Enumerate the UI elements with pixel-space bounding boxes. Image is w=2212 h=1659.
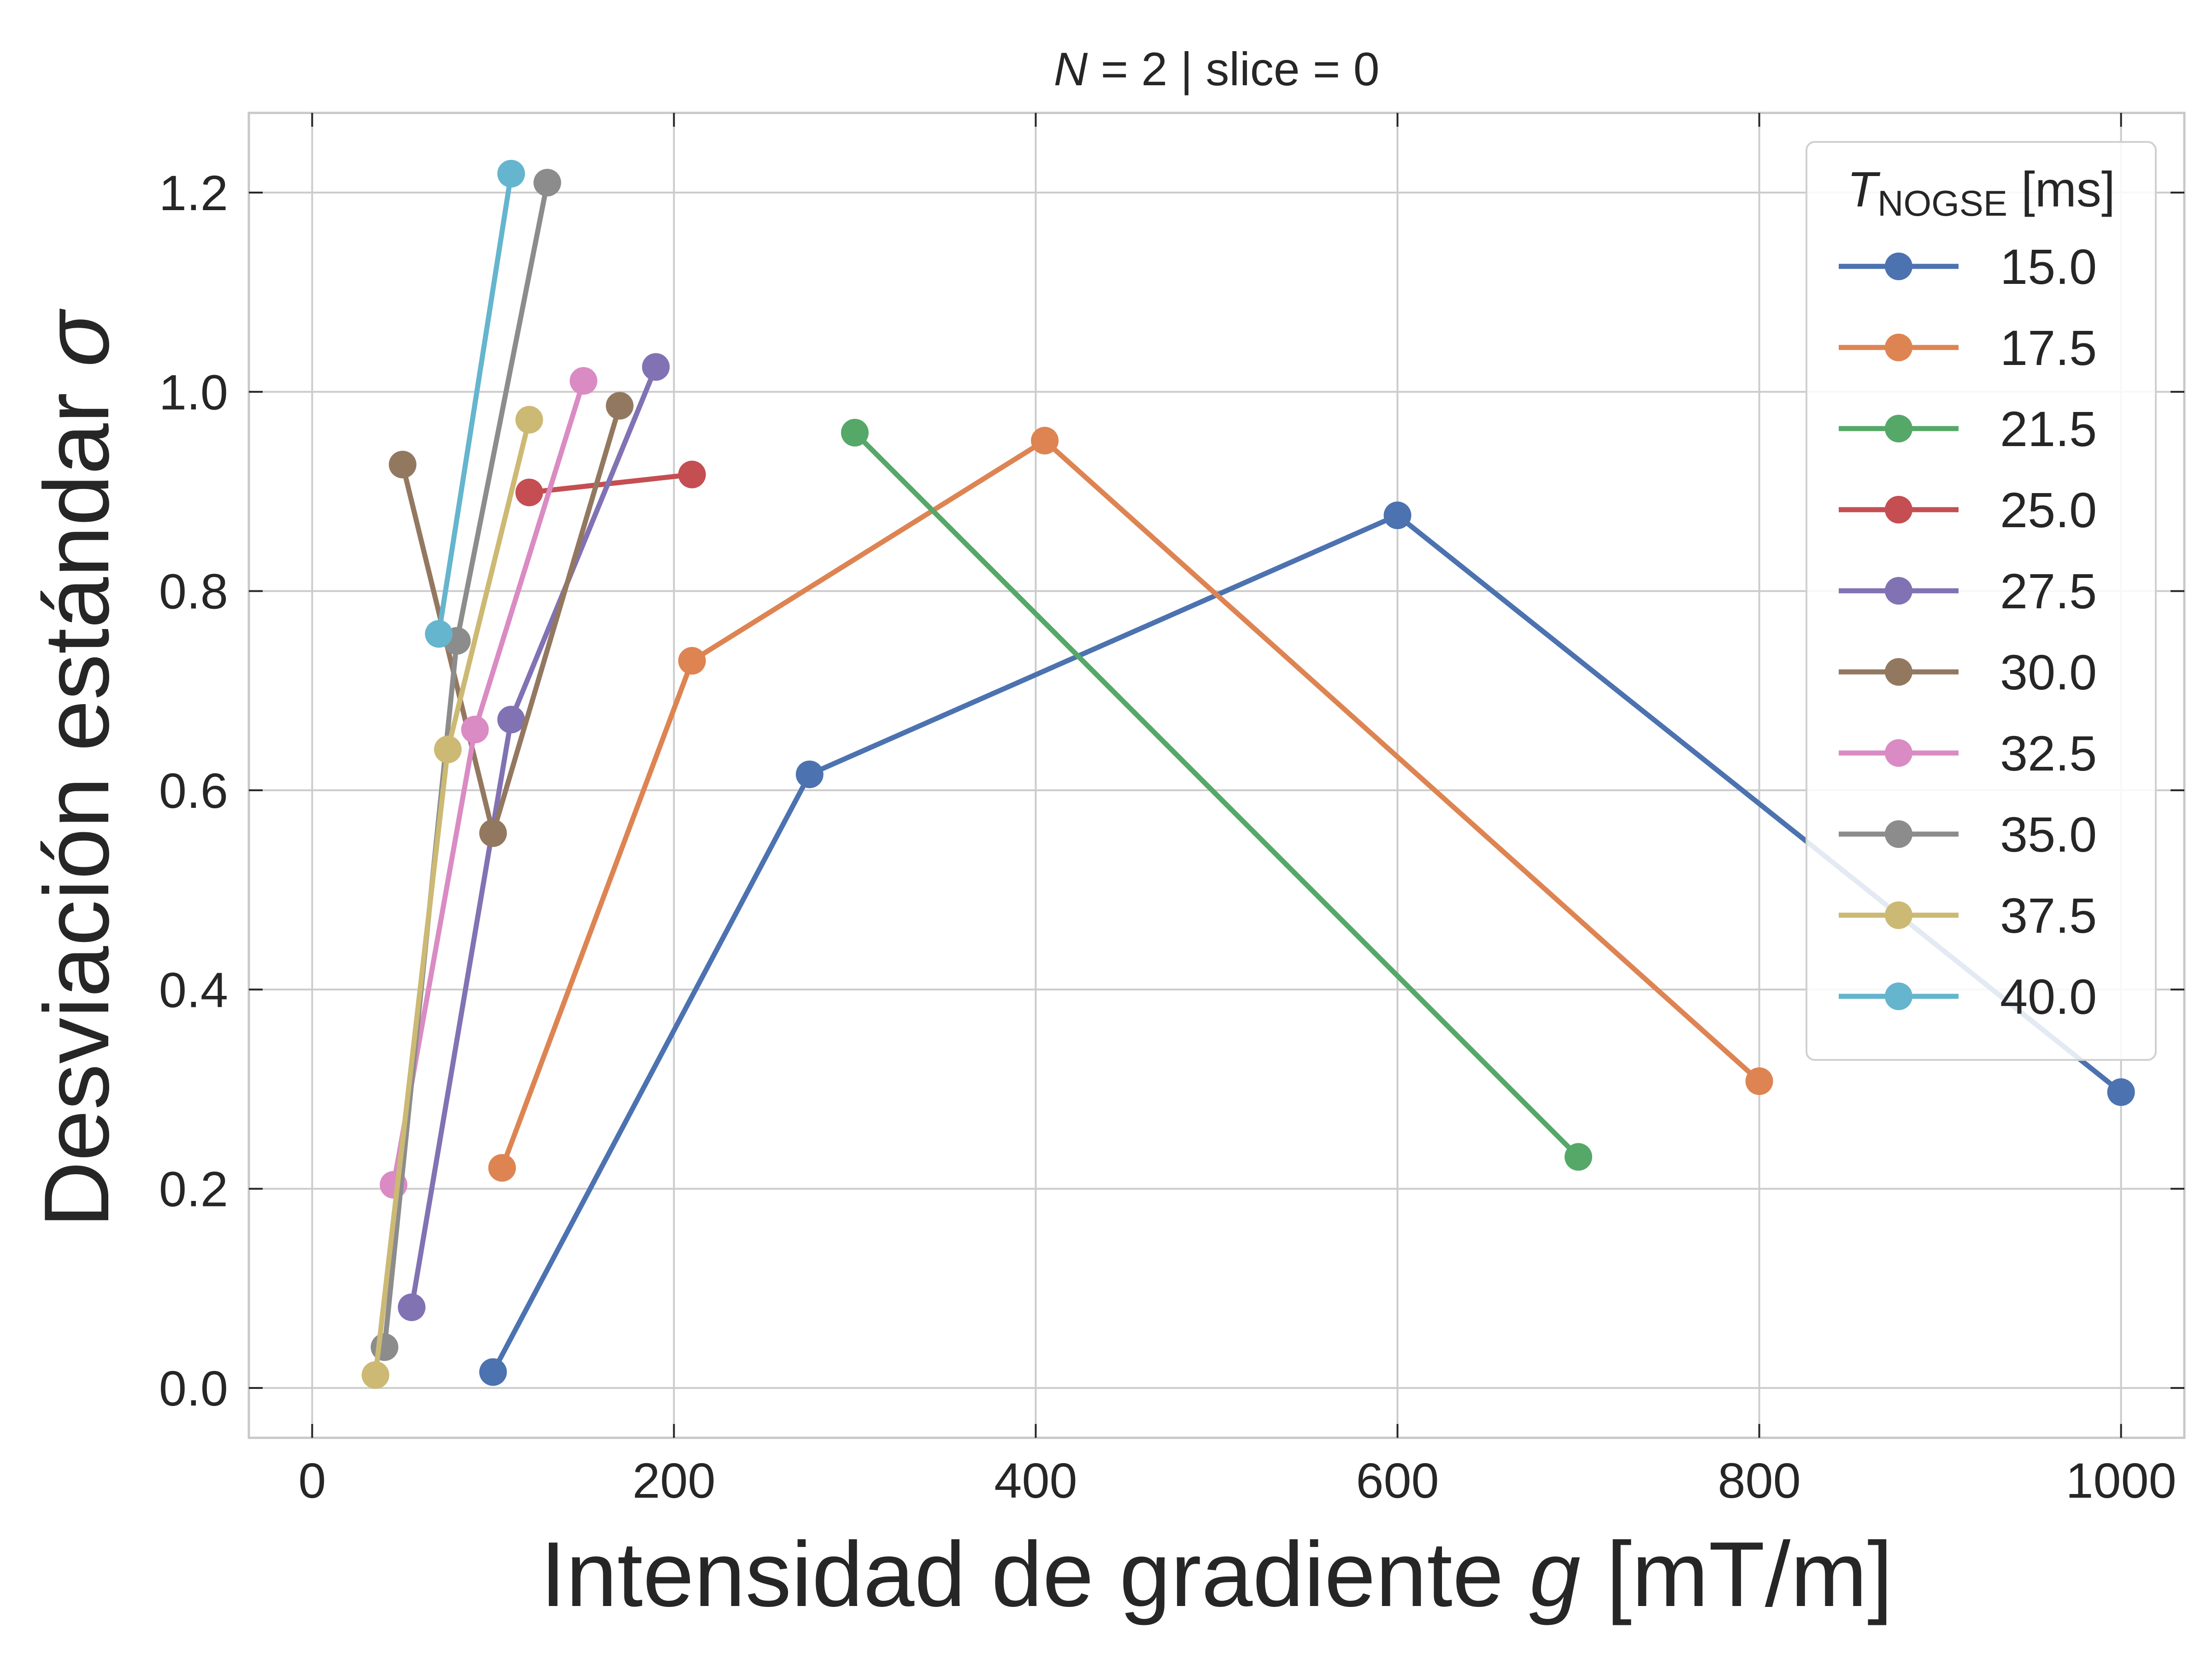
data-point <box>388 451 417 479</box>
legend-marker <box>1885 658 1912 686</box>
series-27.5 <box>398 353 670 1321</box>
x-tick-label: 600 <box>1356 1453 1439 1508</box>
data-point <box>434 735 462 764</box>
legend-label: 25.0 <box>2000 482 2097 538</box>
series-30.0 <box>388 392 634 847</box>
data-point <box>497 159 525 188</box>
data-point <box>461 716 489 744</box>
data-point <box>425 620 453 648</box>
y-axis-label: Desviación estándar σ <box>25 308 128 1228</box>
legend-marker <box>1885 334 1912 361</box>
series-line <box>391 380 586 1185</box>
data-point <box>533 169 561 197</box>
data-point <box>642 353 670 381</box>
legend-label: 40.0 <box>2000 969 2097 1024</box>
data-point <box>515 406 543 434</box>
legend-entry: 21.5 <box>1839 401 2097 457</box>
y-tick-label: 0.4 <box>159 962 228 1018</box>
y-tick-label: 0.0 <box>159 1360 228 1416</box>
series-40.0 <box>425 159 525 648</box>
legend-marker <box>1885 739 1912 767</box>
data-point <box>678 460 706 488</box>
series-line <box>436 173 514 635</box>
x-tick-label: 1000 <box>2065 1453 2176 1508</box>
series-line <box>500 438 1761 1169</box>
series-line <box>491 512 2123 1373</box>
legend-marker <box>1885 253 1912 280</box>
data-point <box>570 367 598 395</box>
data-point <box>1745 1067 1773 1095</box>
axis-ticks <box>249 113 2184 1438</box>
data-point <box>479 1358 507 1386</box>
x-axis-label: Intensidad de gradiente g [mT/m] <box>541 1523 1893 1626</box>
y-tick-label: 1.0 <box>159 364 228 420</box>
series-line <box>382 182 550 1347</box>
legend-entry: 27.5 <box>1839 563 2097 619</box>
data-point <box>795 760 824 788</box>
data-point <box>479 819 507 847</box>
legend-label: 21.5 <box>2000 401 2097 457</box>
chart-title: N = 2 | slice = 0 <box>1054 43 1380 95</box>
legend-entries: 15.0 17.5 21.5 25.0 27.5 30.0 32.5 35.0 37.5 40.0 <box>1839 239 2097 1024</box>
x-tick-label: 0 <box>298 1453 326 1508</box>
legend-label: 15.0 <box>2000 239 2097 294</box>
data-point <box>1383 501 1412 529</box>
data-point <box>371 1333 399 1361</box>
data-point <box>398 1293 426 1321</box>
legend-label: 35.0 <box>2000 806 2097 862</box>
legend-label: 17.5 <box>2000 320 2097 376</box>
x-tick-label: 400 <box>994 1453 1077 1508</box>
legend-marker <box>1885 901 1912 929</box>
series-line <box>853 431 1580 1159</box>
series-line <box>409 366 659 1308</box>
legend-label: 32.5 <box>2000 725 2097 781</box>
legend-entry: 40.0 <box>1839 969 2097 1024</box>
data-point <box>841 418 869 447</box>
legend-label: 37.5 <box>2000 888 2097 943</box>
legend-label: 27.5 <box>2000 563 2097 619</box>
data-point <box>1031 427 1059 455</box>
y-tick-label: 0.6 <box>159 763 228 818</box>
legend-marker <box>1885 577 1912 605</box>
legend: TNOGSE [ms] 15.0 17.5 21.5 25.0 27.5 30.0 32.5… <box>1806 141 2157 1061</box>
legend-box <box>1806 141 2157 1061</box>
legend-title: TNOGSE [ms] <box>1847 161 2115 224</box>
data-point <box>2107 1078 2135 1106</box>
plot-frame <box>247 112 2186 1439</box>
legend-label: 30.0 <box>2000 644 2097 700</box>
data-point <box>515 478 543 506</box>
data-point <box>361 1361 389 1389</box>
data-point <box>488 1154 516 1182</box>
legend-entry: 35.0 <box>1839 806 2097 862</box>
y-tick-label: 1.2 <box>159 165 228 221</box>
legend-entry: 17.5 <box>1839 320 2097 376</box>
x-tick-label: 800 <box>1718 1453 1800 1508</box>
x-tick-label: 200 <box>632 1453 715 1508</box>
series-21.5 <box>841 418 1593 1171</box>
legend-entry: 37.5 <box>1839 888 2097 943</box>
legend-marker <box>1885 820 1912 848</box>
data-point <box>497 706 525 734</box>
legend-marker <box>1885 982 1912 1010</box>
series-37.5 <box>361 406 543 1389</box>
legend-marker <box>1885 496 1912 524</box>
data-point <box>1565 1143 1593 1171</box>
series-layer <box>361 159 2135 1389</box>
y-tick-label: 0.2 <box>159 1161 228 1217</box>
data-point <box>606 392 634 420</box>
legend-entry: 32.5 <box>1839 725 2097 781</box>
series-17.5 <box>488 427 1773 1182</box>
legend-entry: 25.0 <box>1839 482 2097 538</box>
legend-entry: 30.0 <box>1839 644 2097 700</box>
y-tick-label: 0.8 <box>159 564 228 619</box>
legend-marker <box>1885 415 1912 442</box>
legend-entry: 15.0 <box>1839 239 2097 294</box>
data-point <box>678 647 706 675</box>
series-15.0 <box>479 501 2135 1386</box>
